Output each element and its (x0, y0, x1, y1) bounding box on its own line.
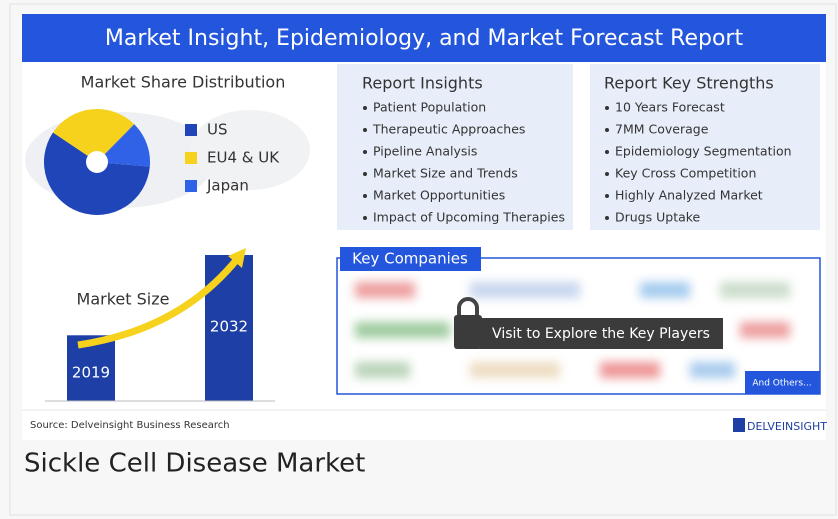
list-item: 10 Years Forecast (615, 100, 725, 115)
lists: Patient Population Therapeutic Approaches… (363, 100, 792, 225)
list-item: Impact of Upcoming Therapies (373, 210, 565, 225)
banner (22, 14, 826, 62)
pie-slice (52, 109, 135, 162)
logo: DELVEINSIGHT (747, 420, 827, 433)
list-item: Patient Population (373, 100, 486, 115)
bullet (363, 128, 367, 132)
list-item: Market Opportunities (373, 188, 505, 203)
bar-label: 2032 (210, 318, 248, 336)
list-item: Therapeutic Approaches (372, 122, 525, 137)
bullet (363, 150, 367, 154)
overlay-text[interactable]: Visit to Explore the Key Players (492, 326, 710, 342)
companies-header (340, 247, 481, 271)
legend-swatch (185, 180, 197, 192)
list-item: 7MM Coverage (615, 122, 709, 137)
bullet (363, 172, 367, 176)
pie-hole (86, 151, 108, 173)
legend-label: EU4 & UK (207, 149, 280, 167)
bullet (363, 106, 367, 110)
strengths-box (590, 64, 820, 230)
pie-slice (97, 124, 150, 167)
bullet (605, 128, 609, 132)
caption: Sickle Cell Disease Market (24, 449, 365, 479)
insights-title: Report Insights (362, 74, 483, 93)
arrow-head (228, 248, 246, 268)
pie-slice (44, 132, 150, 215)
bullet (605, 194, 609, 198)
map-hint (190, 110, 310, 190)
more-text[interactable]: And Others... (752, 379, 811, 389)
list-item: Pipeline Analysis (373, 144, 477, 159)
bullet (605, 106, 609, 110)
pie (44, 109, 150, 215)
list-item: Highly Analyzed Market (615, 188, 763, 203)
legend: US EU4 & UK Japan (185, 121, 280, 195)
pie-title: Market Share Distribution (81, 73, 286, 92)
companies-title: Key Companies (352, 250, 468, 268)
banner-title: Market Insight, Epidemiology, and Market… (105, 26, 744, 51)
legend-label: Japan (206, 177, 249, 195)
overlay-label[interactable] (480, 318, 723, 349)
logo-mark (733, 418, 745, 432)
bullet (363, 194, 367, 198)
legend-label: US (207, 121, 228, 139)
list-item: Market Size and Trends (373, 166, 518, 181)
bullet (605, 172, 609, 176)
list-item: Drugs Uptake (615, 210, 701, 225)
bullet (363, 216, 367, 220)
insights-box (337, 64, 573, 230)
bullet (605, 150, 609, 154)
growth-arrow (77, 255, 241, 349)
legend-swatch (185, 124, 197, 136)
blurred-logos (355, 282, 790, 378)
bar-label: 2019 (72, 364, 110, 382)
bar-chart: 2019 2032 (67, 255, 253, 401)
list-item: Epidemiology Segmentation (615, 144, 792, 159)
source: Source: Delveinsight Business Research (30, 420, 230, 431)
bullet (605, 216, 609, 220)
strengths-title: Report Key Strengths (604, 74, 774, 93)
lock-icon (454, 297, 482, 349)
list-item: Key Cross Competition (615, 166, 756, 181)
bar-title: Market Size (77, 290, 170, 309)
legend-swatch (185, 152, 197, 164)
more-button[interactable] (745, 371, 820, 394)
bar (205, 255, 253, 401)
